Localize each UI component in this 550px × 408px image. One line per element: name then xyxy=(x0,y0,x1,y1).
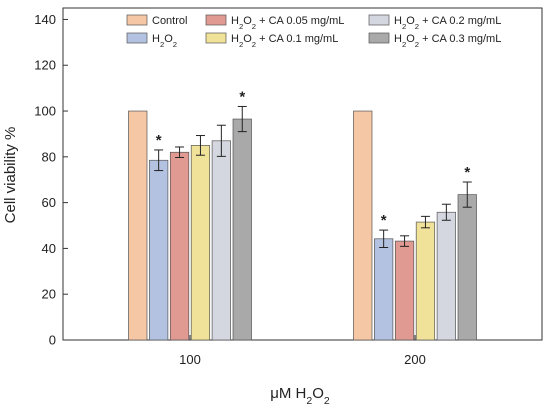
x-tick-label: 200 xyxy=(404,352,426,367)
y-tick-label: 20 xyxy=(42,287,56,302)
legend-swatch xyxy=(126,14,148,26)
bar xyxy=(436,211,456,341)
significance-marker: * xyxy=(239,88,245,105)
y-tick-label: 100 xyxy=(34,104,56,119)
bar xyxy=(353,110,373,341)
bar xyxy=(190,145,211,341)
bars: * * * * xyxy=(128,88,477,341)
y-tick-label: 80 xyxy=(42,149,56,164)
significance-marker: * xyxy=(156,132,162,149)
bar xyxy=(374,238,394,341)
plot-frame xyxy=(62,7,543,341)
legend-swatch xyxy=(205,14,227,26)
legend-label: H2O2 + CA 0.1 mg/mL xyxy=(231,33,338,49)
significance-marker: * xyxy=(464,164,470,181)
y-tick-label: 60 xyxy=(42,195,56,210)
bar xyxy=(169,151,190,341)
legend-label: H2O2 xyxy=(152,33,177,49)
legend-swatch xyxy=(368,14,390,26)
y-tick-label: 0 xyxy=(49,333,56,348)
bar xyxy=(415,221,436,341)
bar xyxy=(128,110,148,341)
axes: 0 20 40 60 80 100 120 140 100 200 xyxy=(34,7,543,367)
y-tick-label: 140 xyxy=(34,12,56,27)
bar xyxy=(211,140,231,341)
y-tick-label: 40 xyxy=(42,241,56,256)
bar xyxy=(149,159,169,341)
legend-swatch xyxy=(368,32,390,44)
legend-label: H2O2 + CA 0.05 mg/mL xyxy=(231,15,344,31)
legend-swatch xyxy=(205,32,227,44)
legend-swatch xyxy=(126,32,148,44)
x-axis-label: μM H2O2 xyxy=(270,385,330,407)
x-tick-label: 100 xyxy=(179,352,201,367)
legend-label: Control xyxy=(152,15,187,27)
legend-label: H2O2 + CA 0.3 mg/mL xyxy=(394,33,501,49)
legend: Control H2O2 H2O2 + CA 0.05 mg/mL H2O2 + CA… xyxy=(126,14,501,49)
y-tick-label: 120 xyxy=(34,58,56,73)
legend-label: H2O2 + CA 0.2 mg/mL xyxy=(394,15,501,31)
y-axis-label: Cell viability % xyxy=(2,127,19,224)
significance-marker: * xyxy=(381,212,387,229)
bar xyxy=(394,240,415,341)
bar xyxy=(232,118,252,341)
bar xyxy=(457,194,477,341)
